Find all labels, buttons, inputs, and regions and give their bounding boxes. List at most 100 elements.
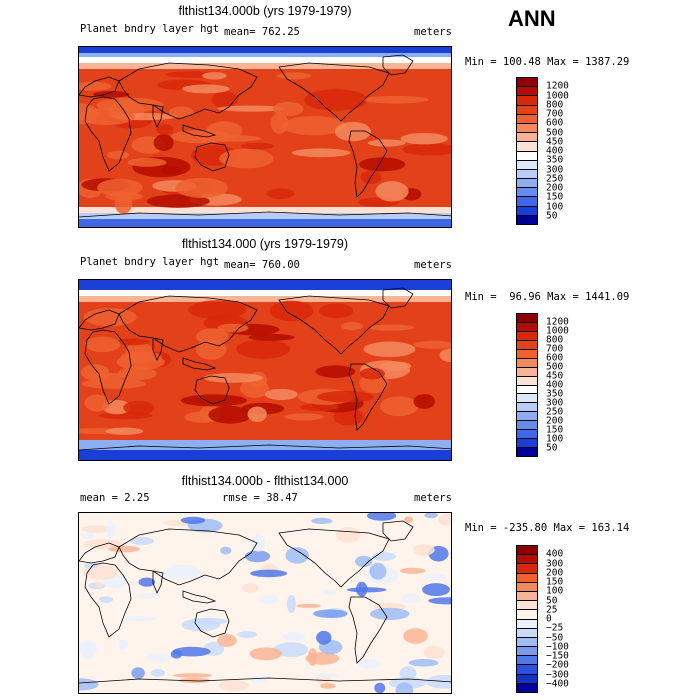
coastline: [118, 62, 258, 120]
colorbar-swatch: [517, 179, 537, 189]
colorbar-label: 700: [546, 108, 564, 120]
panel-2-colorbar: [516, 313, 538, 457]
coastline: [79, 677, 451, 684]
coastline: [382, 287, 414, 309]
colorbar-swatch: [517, 188, 537, 198]
panel-2-units: meters: [414, 259, 452, 271]
panel-3-minmax: Min = -235.80 Max = 163.14: [465, 522, 630, 534]
colorbar-label: 400: [546, 379, 564, 391]
coastline: [348, 596, 388, 664]
colorbar-swatch: [517, 591, 537, 602]
colorbar-swatch: [517, 197, 537, 207]
coastline: [348, 130, 388, 198]
coastline: [182, 590, 217, 604]
colorbar-swatch: [517, 331, 537, 341]
colorbar-label: 50: [546, 595, 558, 606]
colorbar-swatch: [517, 637, 537, 648]
colorbar-label: −25: [546, 622, 564, 634]
panel-3-units: meters: [414, 492, 452, 504]
colorbar-label: 200: [546, 182, 564, 194]
colorbar-label: −50: [546, 632, 564, 643]
colorbar-swatch: [517, 322, 537, 332]
coastline: [194, 608, 230, 638]
colorbar-swatch: [517, 439, 537, 449]
panel-3-map: [78, 512, 452, 694]
colorbar-label: 25: [546, 604, 558, 616]
coastline: [382, 54, 414, 76]
colorbar-label: 600: [546, 352, 564, 364]
colorbar-swatch: [517, 376, 537, 386]
colorbar-swatch: [517, 619, 537, 629]
colorbar-swatch: [517, 656, 537, 666]
coastline: [182, 357, 217, 371]
colorbar-label: 200: [546, 567, 564, 579]
colorbar-swatch: [517, 448, 537, 456]
colorbar-label: 450: [546, 370, 564, 382]
panel-1-title: flthist134.000b (yrs 1979-1979): [178, 4, 352, 18]
colorbar-label: 350: [546, 154, 564, 166]
colorbar-swatch: [517, 394, 537, 404]
colorbar-label: 100: [546, 585, 564, 597]
colorbar-swatch: [517, 123, 537, 134]
panel-3-colorbar: [516, 545, 538, 693]
colorbar-label: 1000: [546, 325, 569, 337]
colorbar-swatch: [517, 314, 537, 323]
panel-1-units: meters: [414, 26, 452, 38]
colorbar-swatch: [517, 349, 537, 359]
colorbar-swatch: [517, 385, 537, 395]
coastline: [79, 211, 451, 218]
colorbar-swatch: [517, 546, 537, 556]
colorbar-label: 400: [546, 145, 564, 157]
coastline: [84, 562, 132, 638]
coastline: [152, 104, 164, 128]
colorbar-swatch: [517, 564, 537, 574]
panel-1-mean: mean= 762.25: [224, 26, 300, 38]
colorbar-label: 1200: [546, 316, 569, 328]
colorbar-swatch: [517, 430, 537, 440]
panel-2-mean: mean= 760.00: [224, 259, 300, 271]
panel-2-title: flthist134.000 (yrs 1979-1979): [181, 237, 349, 251]
colorbar-swatch: [517, 403, 537, 413]
colorbar-swatch: [517, 601, 537, 611]
colorbar-label: −150: [546, 650, 569, 662]
colorbar-label: −300: [546, 669, 569, 680]
colorbar-label: 250: [546, 173, 564, 185]
season-label: ANN: [508, 6, 556, 31]
panel-3-rmse: rmse = 38.47: [222, 492, 298, 504]
coastline: [194, 375, 230, 405]
colorbar-label: 150: [546, 576, 564, 588]
colorbar-swatch: [517, 151, 537, 161]
colorbar-swatch: [517, 169, 537, 180]
colorbar-label: 1000: [546, 90, 569, 101]
colorbar-swatch: [517, 105, 537, 115]
colorbar-swatch: [517, 674, 537, 684]
coastline: [79, 444, 451, 451]
coastline: [118, 528, 258, 586]
coastline: [152, 570, 164, 594]
colorbar-swatch: [517, 96, 537, 106]
colorbar-label: −200: [546, 659, 569, 671]
colorbar-swatch: [517, 647, 537, 657]
colorbar-swatch: [517, 421, 537, 431]
panel-1-colorbar: [516, 77, 538, 225]
colorbar-swatch: [517, 340, 537, 350]
colorbar-label: 800: [546, 334, 564, 346]
colorbar-label: 150: [546, 191, 564, 203]
colorbar-label: 1200: [546, 80, 569, 92]
colorbar-label: 400: [546, 548, 564, 560]
coastline: [84, 329, 132, 405]
colorbar-swatch: [517, 133, 537, 143]
colorbar-swatch: [517, 87, 537, 97]
panel-1-variable-label: Planet bndry layer hgt: [80, 23, 220, 35]
colorbar-swatch: [517, 114, 537, 124]
panel-3-mean: mean = 2.25: [80, 492, 150, 504]
panel-1-minmax: Min = 100.48 Max = 1387.29: [465, 56, 630, 68]
panel-2-variable-label: Planet bndry layer hgt: [80, 256, 220, 268]
colorbar-swatch: [517, 665, 537, 675]
colorbar-label: −100: [546, 641, 569, 653]
colorbar-label: 500: [546, 361, 564, 373]
colorbar-label: 100: [546, 201, 564, 212]
colorbar-label: 350: [546, 388, 564, 400]
colorbar-label: 800: [546, 99, 564, 111]
colorbar-swatch: [517, 358, 537, 368]
